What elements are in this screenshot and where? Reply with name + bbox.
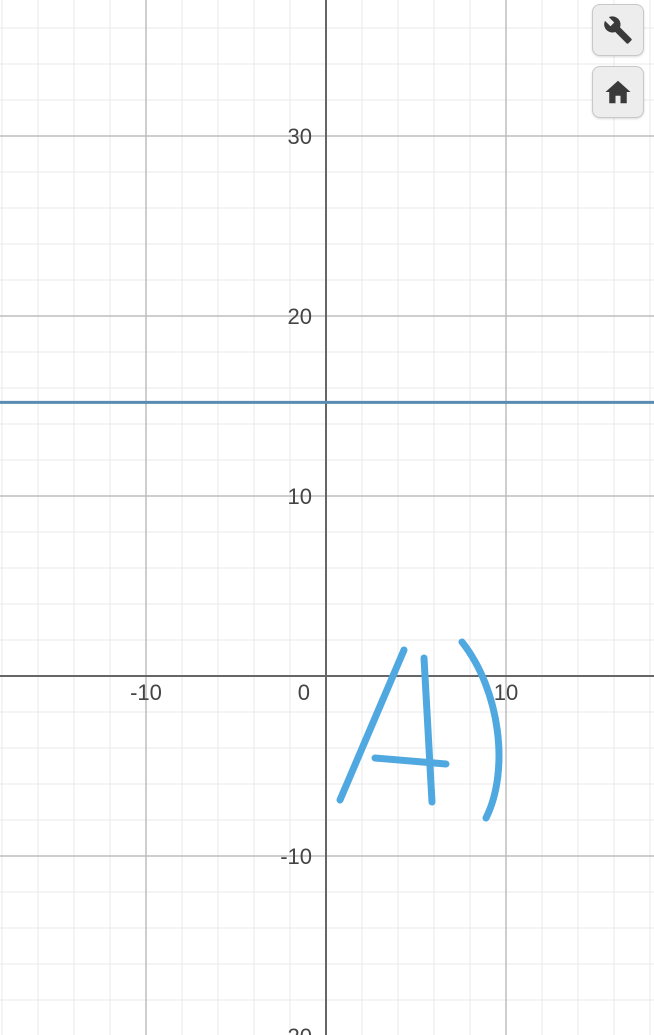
svg-text:10: 10: [494, 680, 518, 705]
home-icon: [603, 77, 633, 107]
svg-text:30: 30: [288, 124, 312, 149]
svg-text:10: 10: [288, 484, 312, 509]
svg-text:-20: -20: [280, 1024, 312, 1035]
svg-text:20: 20: [288, 304, 312, 329]
graph-container: -10 0 10 30 20 10 -10 -20: [0, 0, 654, 1035]
coordinate-graph[interactable]: -10 0 10 30 20 10 -10 -20: [0, 0, 654, 1035]
settings-button[interactable]: [592, 4, 644, 56]
wrench-icon: [603, 15, 633, 45]
home-button[interactable]: [592, 66, 644, 118]
svg-text:-10: -10: [130, 680, 162, 705]
svg-text:-10: -10: [280, 844, 312, 869]
svg-text:0: 0: [298, 680, 310, 705]
